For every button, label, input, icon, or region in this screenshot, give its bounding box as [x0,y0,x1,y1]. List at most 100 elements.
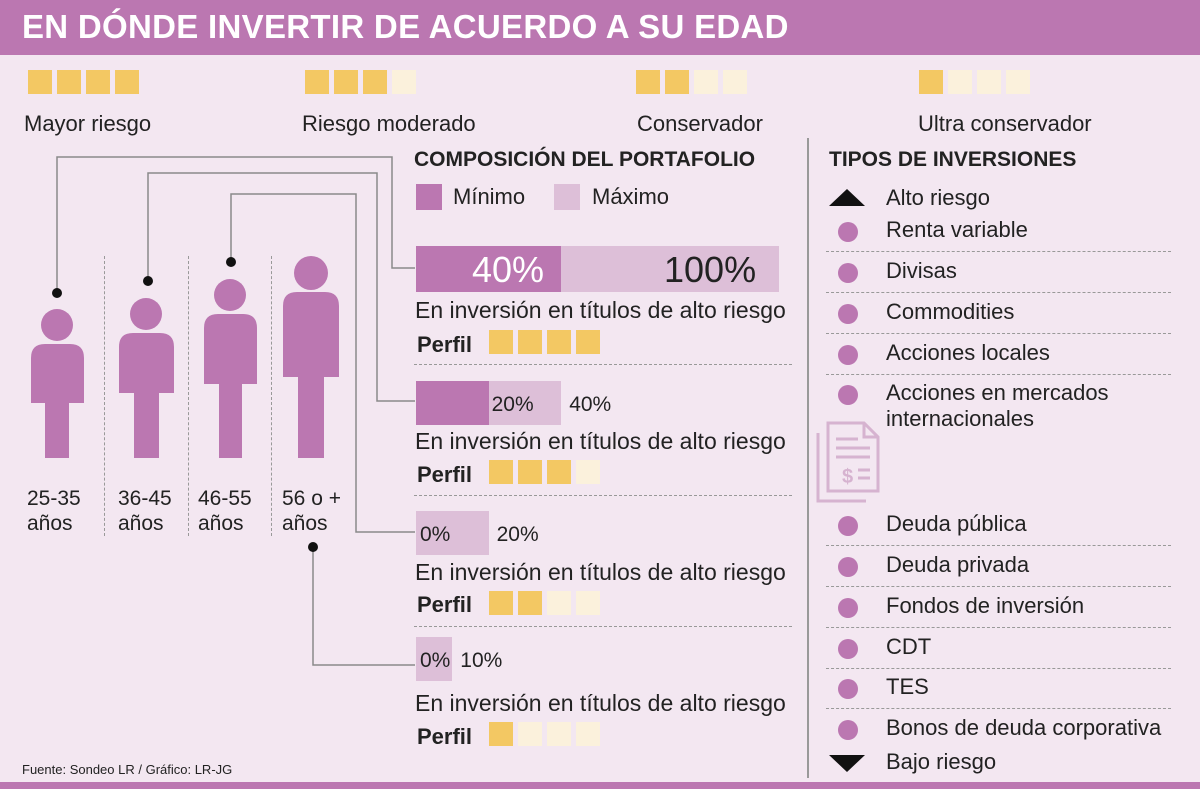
person-icon [283,256,339,458]
type-bullet [838,639,858,659]
risk-square-filled [919,70,943,94]
connector-line [230,193,415,533]
type-divider [826,627,1171,628]
bar-description: En inversión en títulos de alto riesgo [415,297,786,323]
type-divider [826,668,1171,669]
footer-bar [0,782,1200,789]
risk-square-empty [977,70,1001,94]
perfil-label: Perfil [417,724,473,749]
type-bullet [838,304,858,324]
risk-square-empty [576,460,600,484]
risk-square-empty [694,70,718,94]
risk-square-filled [334,70,358,94]
risk-legend: Mayor riesgo Riesgo moderado Conservador… [0,60,1200,136]
source-note: Fuente: Sondeo LR / Gráfico: LR-JG [22,762,233,777]
row-divider [414,364,792,365]
age-range: 56 o + [282,487,341,510]
bar-max-label: 10% [460,649,503,672]
connector-dot [52,288,62,298]
age-range: 36-45 [118,487,172,510]
high-risk-label: Alto riesgo [886,185,990,210]
risk-square-empty [392,70,416,94]
risk-square-filled [547,460,571,484]
svg-text:$: $ [842,466,853,488]
age-range: 46-55 [198,487,252,510]
risk-legend-label: Ultra conservador [918,111,1092,136]
legend-max-label: Máximo [592,184,670,209]
age-divider [104,256,105,536]
type-bullet [838,557,858,577]
connector-line [56,156,415,293]
type-bullet [838,679,858,699]
age-label: 36-45 años [118,486,172,536]
perfil-label: Perfil [417,462,473,487]
risk-square-empty [723,70,747,94]
age-label: 46-55 años [198,486,252,536]
bar-description: En inversión en títulos de alto riesgo [415,690,786,716]
age-range: 25-35 [27,487,81,510]
connector-dot [226,257,236,267]
up-arrow-icon [829,189,865,206]
risk-square-filled [518,591,542,615]
age-unit: años [198,512,244,535]
bar-min [416,381,489,425]
bar-description: En inversión en títulos de alto riesgo [415,559,786,585]
risk-square-empty [576,591,600,615]
type-bullet [838,263,858,283]
type-divider [826,292,1171,293]
age-label: 56 o + años [282,486,341,536]
type-label: Divisas [886,258,957,283]
risk-square-filled [636,70,660,94]
risk-square-filled [115,70,139,94]
type-divider [826,333,1171,334]
type-label: TES [886,674,929,699]
page-title: EN DÓNDE INVERTIR DE ACUERDO A SU EDAD [22,8,789,45]
risk-square-empty [576,722,600,746]
person-figures [31,256,339,458]
risk-square-filled [518,460,542,484]
legend-min-swatch [416,184,442,210]
type-bullet [838,222,858,242]
risk-square-filled [489,591,513,615]
age-divider [271,256,272,536]
connector-dot [143,276,153,286]
bar-max-label: 40% [569,393,612,416]
risk-legend-label: Mayor riesgo [24,111,152,136]
type-label: Commodities [886,299,1015,324]
connector-line [147,172,415,402]
age-unit: años [118,512,164,535]
risk-square-empty [547,591,571,615]
type-label: Bonos de deuda corporativa [886,715,1162,740]
connector-dot [308,542,318,552]
type-divider [826,586,1171,587]
risk-square-filled [547,330,571,354]
risk-square-filled [489,722,513,746]
bar-max-label: 20% [496,523,539,546]
down-arrow-icon [829,755,865,772]
risk-square-filled [665,70,689,94]
type-label: CDT [886,634,932,659]
risk-square-filled [518,330,542,354]
type-label-cont: internacionales [886,406,1034,431]
person-icon [119,298,174,458]
bar-min-label: 20% [491,393,534,416]
risk-square-empty [547,722,571,746]
age-label: 25-35 años [27,486,81,536]
types-title: TIPOS DE INVERSIONES [829,148,1077,171]
risk-square-filled [305,70,329,94]
risk-legend-label: Conservador [637,111,763,136]
type-label: Renta variable [886,217,1028,242]
type-divider [826,251,1171,252]
type-bullet [838,516,858,536]
type-divider [826,708,1171,709]
bar-description: En inversión en títulos de alto riesgo [415,428,786,454]
connector-line [312,547,415,666]
type-bullet [838,385,858,405]
bar-max [416,511,489,555]
age-unit: años [27,512,73,535]
risk-square-filled [86,70,110,94]
person-icon [31,309,84,458]
legend-min-label: Mínimo [453,184,526,209]
risk-square-filled [489,460,513,484]
